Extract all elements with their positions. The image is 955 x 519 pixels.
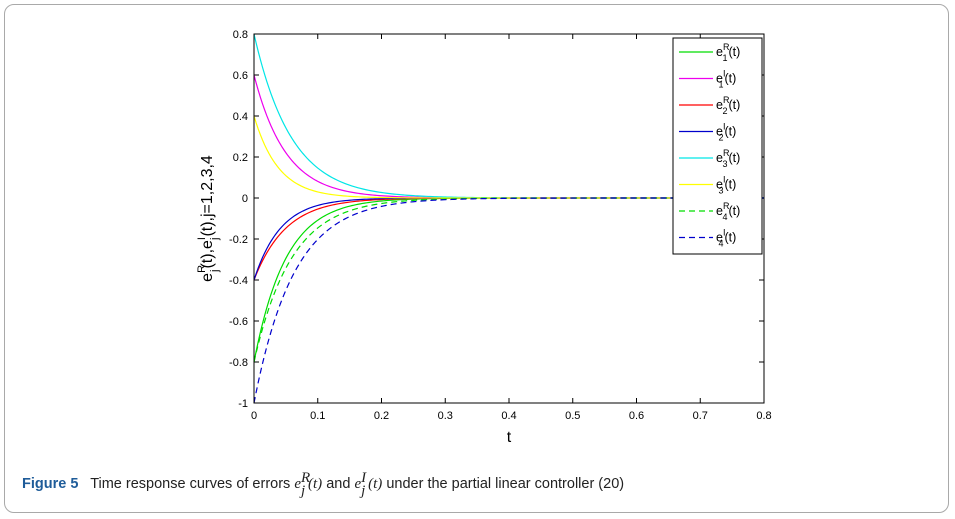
figure-caption: Figure 5 Time response curves of errors … [22, 470, 922, 499]
y-tick-label: -0.4 [229, 275, 248, 287]
y-tick-label: -1 [238, 398, 248, 410]
y-tick-label: 0.6 [233, 70, 248, 82]
y-tick-label: 0 [242, 193, 248, 205]
x-tick-label: 0.1 [310, 410, 325, 422]
y-tick-label: 0.8 [233, 29, 248, 41]
x-tick-label: 0.8 [756, 410, 771, 422]
x-tick-label: 0.4 [501, 410, 516, 422]
caption-conjunction: and [326, 476, 351, 492]
x-tick-label: 0 [251, 410, 257, 422]
x-tick-label: 0.2 [374, 410, 389, 422]
legend: eR 1(t) eI 1(t) eR 2(t) eI 2(t) eR 3(t) eI 3(t) eR 4(… [672, 37, 763, 255]
caption-text-before: Time response curves of errors [90, 476, 291, 492]
y-tick-label: -0.8 [229, 357, 248, 369]
axis-ticks: 0 0.1 0.2 0.3 0.4 0.5 0.6 0.7 0.8 0.8 0.6 0.4 0.2 0 -0… [229, 29, 772, 422]
y-tick-label: 0.4 [233, 111, 248, 123]
legend-box [672, 37, 763, 255]
y-axis-label: eRj(t),eIj(t),j=1,2,3,4 [196, 155, 221, 282]
x-axis-label: t [507, 429, 512, 446]
y-tick-label: 0.2 [233, 152, 248, 164]
series-line-e4I(t) [253, 197, 764, 404]
legend-label: eR 2(t) [716, 95, 740, 116]
x-tick-label: 0.3 [438, 410, 453, 422]
y-tick-label: -0.2 [229, 234, 248, 246]
x-tick-label: 0.7 [693, 410, 708, 422]
figure-frame [4, 4, 949, 513]
caption-text-after: under the partial linear controller (20) [386, 476, 625, 492]
legend-label: eI 2(t) [716, 122, 736, 143]
legend-label: eI 3(t) [716, 175, 736, 196]
caption-figure-label: Figure 5 [22, 476, 79, 492]
x-tick-label: 0.6 [629, 410, 644, 422]
legend-label: eI 1(t) [716, 69, 736, 90]
legend-label: eR 4(t) [716, 201, 740, 222]
x-tick-label: 0.5 [565, 410, 580, 422]
legend-label: eI 4(t) [716, 228, 736, 249]
line-chart: 0 0.1 0.2 0.3 0.4 0.5 0.6 0.7 0.8 0.8 0.6 0.4 0.2 0 -0… [196, 29, 772, 446]
plot-area [253, 33, 765, 404]
legend-label: eR 1(t) [716, 42, 740, 63]
legend-label: eR 3(t) [716, 148, 740, 169]
y-tick-label: -0.6 [229, 316, 248, 328]
